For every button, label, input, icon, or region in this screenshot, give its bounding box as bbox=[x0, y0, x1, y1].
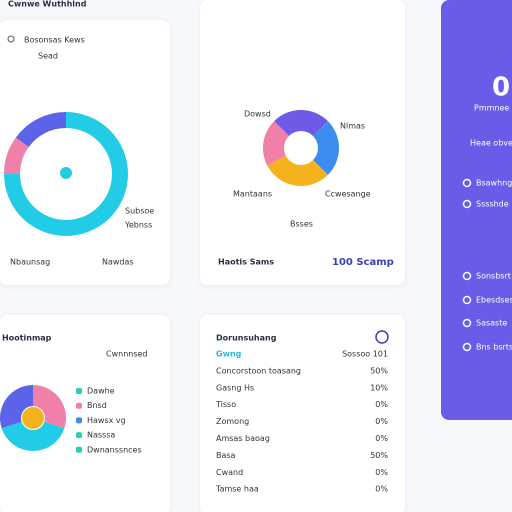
label: Dowsd bbox=[244, 110, 271, 119]
panel-item[interactable]: Bns bsrtsa bbox=[476, 343, 512, 352]
label: Nlmas bbox=[340, 122, 365, 131]
legend-label: Dwnanssnces bbox=[87, 445, 142, 454]
action: Cwnnnsed bbox=[106, 350, 148, 359]
footer: 100 Scamp bbox=[332, 257, 394, 268]
row-label: Tisso bbox=[215, 400, 236, 409]
footer: Nbaunsag bbox=[10, 258, 50, 267]
row-label: Cwand bbox=[216, 468, 243, 477]
card bbox=[0, 20, 170, 285]
dot bbox=[60, 167, 72, 179]
panel-item[interactable]: Sssshde bbox=[476, 200, 509, 209]
row-value: Sossoo 101 bbox=[342, 350, 388, 359]
row-value: 0% bbox=[375, 400, 388, 409]
item-icon bbox=[462, 178, 472, 188]
legend-swatch bbox=[76, 432, 82, 439]
clock-icon[interactable] bbox=[375, 330, 389, 344]
footer: Nawdas bbox=[102, 258, 134, 267]
card bbox=[200, 315, 405, 512]
label: Bsses bbox=[290, 220, 313, 229]
side-panel bbox=[441, 0, 512, 420]
panel-item[interactable]: Bsawhng Hs bbox=[476, 179, 512, 188]
donut-segment bbox=[274, 110, 328, 136]
donut-segment bbox=[313, 121, 340, 175]
row-value: 50% bbox=[370, 366, 388, 375]
row-label: Gwng bbox=[216, 350, 242, 359]
legend-label: Bnsd bbox=[87, 401, 107, 410]
row-label: Concorstoon toasang bbox=[216, 366, 301, 375]
page-title: Cwnwe Wuthhlnd bbox=[8, 0, 87, 9]
item-icon bbox=[462, 342, 472, 352]
card bbox=[0, 315, 170, 512]
panel-item[interactable]: Sonsbsrt bs bbox=[476, 272, 512, 281]
legend-label: Hawsx vg bbox=[87, 416, 126, 425]
donut-segment bbox=[15, 112, 66, 147]
row-value: 0% bbox=[375, 468, 388, 477]
row-value: 0% bbox=[375, 434, 388, 443]
card-title: Hootinmap bbox=[2, 334, 52, 343]
footer: Haotis Sams bbox=[218, 258, 274, 267]
item-icon bbox=[462, 271, 472, 281]
subtitle: Sead bbox=[38, 52, 58, 61]
label: Ccwesange bbox=[325, 190, 371, 199]
card bbox=[200, 0, 405, 285]
panel-title: Pmmnee bbox=[474, 104, 509, 113]
legend-label: Dawhe bbox=[87, 387, 115, 396]
legend-swatch bbox=[76, 388, 82, 394]
row-label: Basa bbox=[216, 451, 236, 460]
panel-item[interactable]: Sasaste bbox=[476, 319, 507, 328]
legend-label: Nasssa bbox=[87, 431, 115, 440]
panel-line: Heae obvessy bbox=[470, 139, 512, 148]
card-title: Dorunsuhang bbox=[216, 334, 277, 343]
donut-segment bbox=[33, 385, 66, 429]
row-value: 50% bbox=[370, 451, 388, 460]
label: Yebnss bbox=[124, 221, 152, 230]
icon bbox=[7, 35, 15, 43]
card-title: Bosonsas Kews bbox=[24, 36, 85, 45]
row-value: 10% bbox=[370, 383, 388, 392]
row-label: Gasng Hs bbox=[216, 383, 254, 392]
legend-swatch bbox=[76, 402, 82, 409]
row-label: Tamse haa bbox=[215, 485, 259, 494]
big-value: 0 bbox=[492, 73, 510, 103]
donut-segment bbox=[0, 385, 33, 429]
donut-segment bbox=[4, 137, 29, 174]
item-icon bbox=[462, 199, 472, 209]
row-value: 0% bbox=[375, 417, 388, 426]
donut-segment bbox=[263, 121, 289, 166]
center bbox=[22, 407, 44, 429]
item-icon bbox=[462, 318, 472, 328]
label: Mantaans bbox=[233, 190, 272, 199]
donut-segment bbox=[1, 421, 65, 451]
row-value: 0% bbox=[375, 485, 388, 494]
row-label: Zomong bbox=[216, 417, 249, 426]
donut-segment bbox=[267, 155, 328, 186]
row-label: Amsas baoag bbox=[216, 434, 270, 443]
panel-item[interactable]: Ebesdsesy bbox=[476, 296, 512, 305]
legend-swatch bbox=[76, 417, 82, 424]
label: Subsoe bbox=[125, 207, 154, 216]
item-icon bbox=[462, 295, 472, 305]
legend-swatch bbox=[76, 446, 82, 453]
